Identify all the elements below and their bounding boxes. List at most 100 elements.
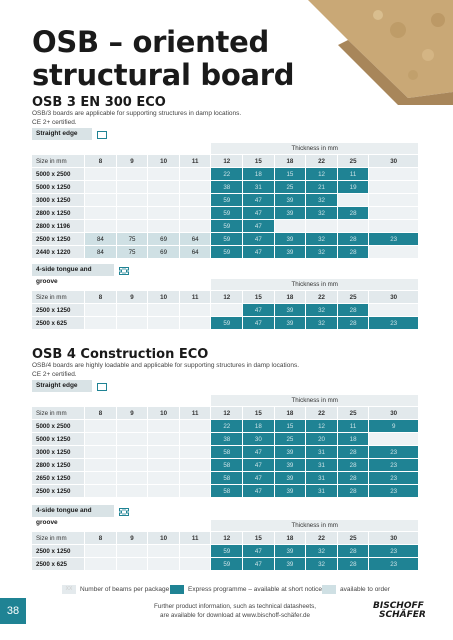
beam-count-cell: 39 bbox=[274, 484, 307, 498]
osb3-description: OSB/3 boards are applicable for supporti… bbox=[32, 110, 242, 126]
thickness-header: Thickness in mm bbox=[210, 395, 419, 407]
beam-count-cell: 23 bbox=[368, 232, 419, 246]
beam-count-cell: 64 bbox=[179, 245, 212, 259]
legend-order: available to order bbox=[322, 585, 390, 594]
beam-count-cell: 64 bbox=[179, 232, 212, 246]
table-row: 2500 x 1250 84 75 69 64 59 47 39 32 28 23 bbox=[32, 232, 419, 246]
beam-count-cell: 28 bbox=[337, 458, 370, 472]
thickness-column-header: 18 bbox=[274, 290, 307, 304]
table-row: 2500 x 1250 47 39 32 28 bbox=[32, 303, 419, 317]
beam-count-cell: 25 bbox=[274, 432, 307, 446]
row-size: 2500 x 625 bbox=[32, 316, 86, 330]
empty-cell bbox=[147, 303, 180, 317]
straight-edge-icon bbox=[96, 128, 108, 140]
empty-cell bbox=[210, 303, 244, 317]
empty-cell bbox=[179, 557, 212, 571]
thickness-column-header: 10 bbox=[147, 154, 180, 168]
empty-cell bbox=[147, 219, 180, 233]
empty-cell bbox=[84, 419, 117, 433]
empty-cell bbox=[116, 167, 149, 181]
osb4-description: OSB/4 boards are highly loadable and app… bbox=[32, 362, 300, 378]
thickness-column-header: 18 bbox=[274, 406, 307, 420]
straight-edge-label: Straight edge bbox=[32, 128, 92, 140]
beam-count-cell: 39 bbox=[274, 458, 307, 472]
table-row: 5000 x 2500 22 18 15 12 11 bbox=[32, 167, 419, 181]
beam-count-cell: 75 bbox=[116, 245, 149, 259]
beam-count-cell: 28 bbox=[337, 557, 370, 571]
empty-cell bbox=[179, 180, 212, 194]
legend-express: Express programme – available at short n… bbox=[170, 585, 322, 594]
empty-cell bbox=[179, 544, 212, 558]
table-corner bbox=[32, 143, 212, 155]
thickness-column-header: 12 bbox=[210, 531, 244, 545]
empty-cell bbox=[147, 206, 180, 220]
row-size: 5000 x 2500 bbox=[32, 419, 86, 433]
beam-count-cell: 39 bbox=[274, 445, 307, 459]
empty-cell bbox=[116, 219, 149, 233]
empty-cell bbox=[368, 432, 419, 446]
beam-count-cell: 31 bbox=[242, 180, 275, 194]
beam-count-cell: 15 bbox=[274, 167, 307, 181]
empty-cell bbox=[274, 219, 307, 233]
straight-edge-icon bbox=[96, 380, 108, 392]
empty-cell bbox=[84, 471, 117, 485]
empty-cell bbox=[147, 484, 180, 498]
thickness-column-header: 11 bbox=[179, 290, 212, 304]
board-table: Thickness in mm Size in mm 8 9 10 11 12 15 18 22 2… bbox=[32, 279, 419, 330]
row-size: 2800 x 1250 bbox=[32, 206, 86, 220]
empty-cell bbox=[368, 245, 419, 259]
table-row: 3000 x 1250 59 47 39 32 bbox=[32, 193, 419, 207]
empty-cell bbox=[84, 458, 117, 472]
beam-count-cell: 28 bbox=[337, 232, 370, 246]
beam-count-cell: 39 bbox=[274, 232, 307, 246]
empty-cell bbox=[147, 557, 180, 571]
empty-cell bbox=[116, 303, 149, 317]
table-corner bbox=[32, 279, 212, 291]
beam-count-cell: 32 bbox=[305, 544, 338, 558]
thickness-column-header: 15 bbox=[242, 531, 275, 545]
empty-cell bbox=[179, 471, 212, 485]
empty-cell bbox=[147, 544, 180, 558]
empty-cell bbox=[84, 167, 117, 181]
empty-cell bbox=[116, 484, 149, 498]
beam-count-cell: 47 bbox=[242, 193, 275, 207]
footer-note: Further product information, such as tec… bbox=[153, 603, 317, 619]
beam-count-cell: 28 bbox=[337, 206, 370, 220]
empty-cell bbox=[368, 303, 419, 317]
thickness-column-header: 9 bbox=[116, 290, 149, 304]
beam-count-cell: 59 bbox=[210, 232, 244, 246]
empty-cell bbox=[116, 193, 149, 207]
thickness-column-header: 25 bbox=[337, 406, 370, 420]
beam-count-cell: 58 bbox=[210, 484, 244, 498]
beam-count-cell: 59 bbox=[210, 544, 244, 558]
row-size: 2500 x 1250 bbox=[32, 484, 86, 498]
beam-count-cell: 69 bbox=[147, 245, 180, 259]
empty-cell bbox=[179, 206, 212, 220]
row-size: 2650 x 1250 bbox=[32, 471, 86, 485]
legend-swatch-beams: XX bbox=[62, 585, 76, 594]
empty-cell bbox=[84, 432, 117, 446]
beam-count-cell: 75 bbox=[116, 232, 149, 246]
thickness-column-header: 22 bbox=[305, 154, 338, 168]
straight-edge-label: Straight edge bbox=[32, 380, 92, 392]
empty-cell bbox=[368, 219, 419, 233]
beam-count-cell: 18 bbox=[242, 167, 275, 181]
beam-count-cell: 59 bbox=[210, 557, 244, 571]
beam-count-cell: 47 bbox=[242, 245, 275, 259]
beam-count-cell: 23 bbox=[368, 484, 419, 498]
beam-count-cell: 47 bbox=[242, 303, 275, 317]
thickness-column-header: 18 bbox=[274, 531, 307, 545]
beam-count-cell: 31 bbox=[305, 458, 338, 472]
thickness-column-header: 11 bbox=[179, 531, 212, 545]
row-size: 2800 x 1250 bbox=[32, 458, 86, 472]
table-row: 5000 x 1250 38 31 25 21 19 bbox=[32, 180, 419, 194]
beam-count-cell: 23 bbox=[368, 544, 419, 558]
empty-cell bbox=[84, 557, 117, 571]
empty-cell bbox=[147, 167, 180, 181]
thickness-column-header: 22 bbox=[305, 406, 338, 420]
beam-count-cell: 58 bbox=[210, 471, 244, 485]
empty-cell bbox=[116, 432, 149, 446]
empty-cell bbox=[179, 303, 212, 317]
osb-board-photo bbox=[288, 0, 453, 105]
empty-cell bbox=[116, 458, 149, 472]
